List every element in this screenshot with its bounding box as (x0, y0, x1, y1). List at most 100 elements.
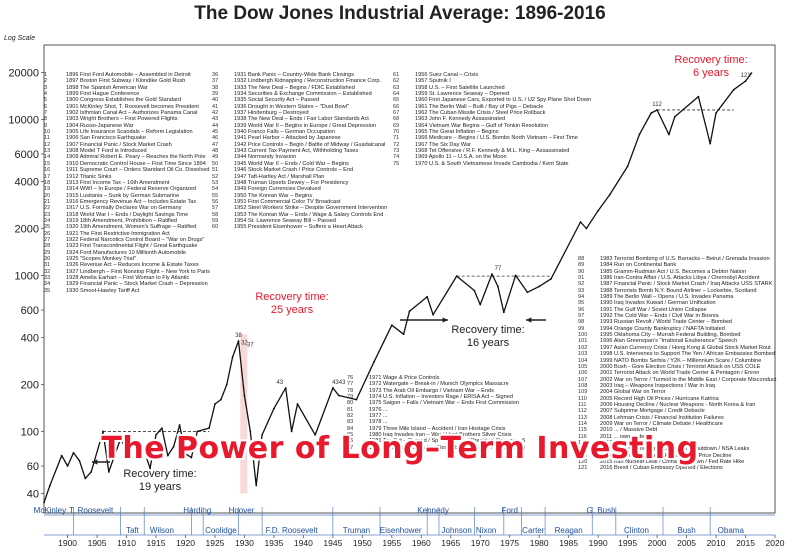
event-item: 39 1934 Securities & Exchange Commission … (212, 91, 390, 97)
event-number: 84 (347, 425, 354, 432)
dow-data-point (149, 467, 152, 470)
event-number: 47 (212, 141, 219, 148)
event-text: 1984 Run on Continental Bank (600, 262, 677, 269)
event-number: 34 (44, 281, 51, 288)
event-item: 77 1972 Watergate – Break-in / Munich Oly… (347, 381, 525, 387)
event-text: 1957 Sputnik I (415, 78, 451, 85)
event-item: 56 1951 First Commercial Color TV Broadca… (212, 199, 390, 205)
event-item: 43 1938 The New Deal – Ends / Fair Labor … (212, 116, 390, 122)
event-text: 1943 Current Tax Payment Act, Withholdin… (234, 148, 359, 155)
event-item: 102 1997 Asian Currency Crisis / Hong Kon… (578, 345, 778, 351)
event-item: 22 1917 U.S. Formally Declares War on Ger… (44, 205, 224, 211)
x-tick-label: 1970 (471, 538, 490, 548)
dow-data-point (190, 456, 193, 459)
event-number: 11 (44, 135, 50, 142)
event-text: 2001 Terrorist Attack on World Trade Cen… (600, 370, 760, 377)
dow-data-point (107, 471, 110, 473)
event-text: 2011 ... owngrade (600, 433, 645, 440)
event-item: 10 1905 Life Insurance Scandals – Reform … (44, 129, 224, 135)
event-item: 64 1959 St. Lawrence Seaway – Opened (393, 91, 603, 97)
event-number: 51 (212, 167, 219, 174)
event-item: 36 1931 Bank Panic – Country-Wide Bank Cl… (212, 72, 390, 78)
dow-data-point (143, 450, 146, 452)
dow-data-point (550, 278, 552, 280)
dow-data-point (626, 165, 629, 168)
event-number: 59 (212, 217, 219, 224)
point-label: 112 (652, 102, 662, 108)
dow-data-point (243, 394, 246, 397)
event-text: 1923 First Transcontinental Flight / Gre… (66, 243, 198, 250)
dow-data-point (84, 477, 87, 480)
x-tick-label: 1920 (176, 538, 195, 548)
event-item: 93 1988 Terrorists Bomb N.Y. Bound Airlin… (578, 288, 778, 294)
event-item: 89 1984 Run on Continental Bank (578, 262, 778, 268)
x-tick-label: 1900 (58, 538, 77, 548)
event-text: 1935 Social Security Act – Passed (234, 97, 320, 104)
event-text: 1940 Franco Falls – German Occupation (234, 129, 336, 136)
event-text: 1927 Lindbergh – First Nonstop Flight – … (66, 268, 210, 275)
dow-data-point (715, 112, 717, 114)
event-number: 117 (578, 439, 587, 446)
dow-data-point (48, 484, 51, 487)
event-text: 2015 Iran Nuclear Deal / China Slowdown … (600, 459, 745, 465)
event-item: 80 1975 Saigon – Falls / Vietnam War – En… (347, 400, 525, 406)
president-name-bottom: Taft (126, 526, 140, 535)
event-item: 17 1912 Titanic Sinks (44, 174, 224, 180)
event-number: 108 (578, 382, 588, 389)
event-number: 25 (44, 224, 51, 231)
point-label: 32 (241, 341, 248, 347)
event-number: 53 (212, 179, 219, 186)
event-text: 1995 Oklahoma City – Murrah Federal Buil… (600, 332, 741, 339)
event-item: 37 1932 Lindbergh Kidnapping / Reconstruc… (212, 78, 390, 84)
event-text: 1938 The New Deal – Ends / Fair Labor St… (234, 116, 369, 123)
x-tick-label: 1965 (441, 538, 460, 548)
event-number: 46 (212, 135, 219, 142)
x-tick-label: 1925 (205, 538, 224, 548)
event-text: 1997 Asian Currency Crisis / Hong Kong &… (600, 344, 771, 351)
dow-data-point (355, 398, 358, 401)
event-number: 45 (212, 129, 219, 136)
event-item: 6 1901 McKinley Shot, T. Roosevelt become… (44, 104, 224, 110)
event-number: 116 (578, 433, 587, 440)
event-number: 70 (393, 129, 400, 136)
dow-data-point (697, 95, 700, 98)
event-item: 106 2001 Terrorist Attack on World Trade … (578, 370, 778, 376)
dow-data-point (296, 403, 299, 405)
event-number: 56 (212, 198, 219, 205)
event-item: 54 1949 Foreign Currencies Devalued (212, 186, 390, 192)
event-text: 2010 ... / Massive Debt (600, 427, 658, 434)
dow-data-point (214, 403, 216, 405)
recovery-label-line1: Recovery time: (255, 291, 328, 303)
x-tick-label: 1980 (530, 538, 549, 548)
event-text: 2000 Bush - Gore Election Crisis / Terro… (600, 363, 761, 370)
event-number: 100 (578, 332, 588, 339)
event-number: 85 (347, 432, 354, 439)
dow-data-point (579, 221, 582, 223)
dow-data-point (155, 434, 157, 436)
event-item: 45 1940 Franco Falls – German Occupation (212, 129, 390, 135)
event-number: 110 (578, 395, 587, 402)
event-item: 32 1927 Lindbergh – First Nonstop Flight … (44, 269, 224, 275)
event-number: 121 (578, 465, 588, 472)
dow-data-point (184, 452, 187, 455)
event-number: 96 (578, 306, 585, 313)
president-name-bottom: Eisenhower (380, 526, 422, 535)
event-number: 101 (578, 338, 588, 345)
event-number: 43 (212, 116, 219, 123)
event-number: 41 (212, 103, 219, 110)
y-tick-label: 600 (21, 305, 39, 317)
event-number: 63 (393, 84, 400, 91)
x-tick-label: 1915 (147, 538, 166, 548)
event-item: 68 1963 John F. Kennedy Assassinated (393, 116, 603, 122)
event-number: 13 (44, 148, 51, 155)
event-number: 105 (578, 363, 588, 370)
event-item: 28 1923 First Transcontinental Flight / G… (44, 243, 224, 249)
event-number: 58 (212, 211, 219, 218)
event-text: 1969 Apollo 11 – U.S.A. on the Moon (415, 154, 507, 161)
dow-data-point (219, 398, 222, 401)
event-item: 92 1987 Financial Panic / Stock Market Cr… (578, 281, 778, 287)
event-number: 20 (44, 192, 51, 199)
event-item: 67 1962 The Cuban Missile Crisis / Steel … (393, 110, 603, 116)
event-item: 88 1983 Terrorist Bombing of U.S. Barrack… (578, 256, 778, 262)
event-number: 54 (212, 186, 219, 193)
